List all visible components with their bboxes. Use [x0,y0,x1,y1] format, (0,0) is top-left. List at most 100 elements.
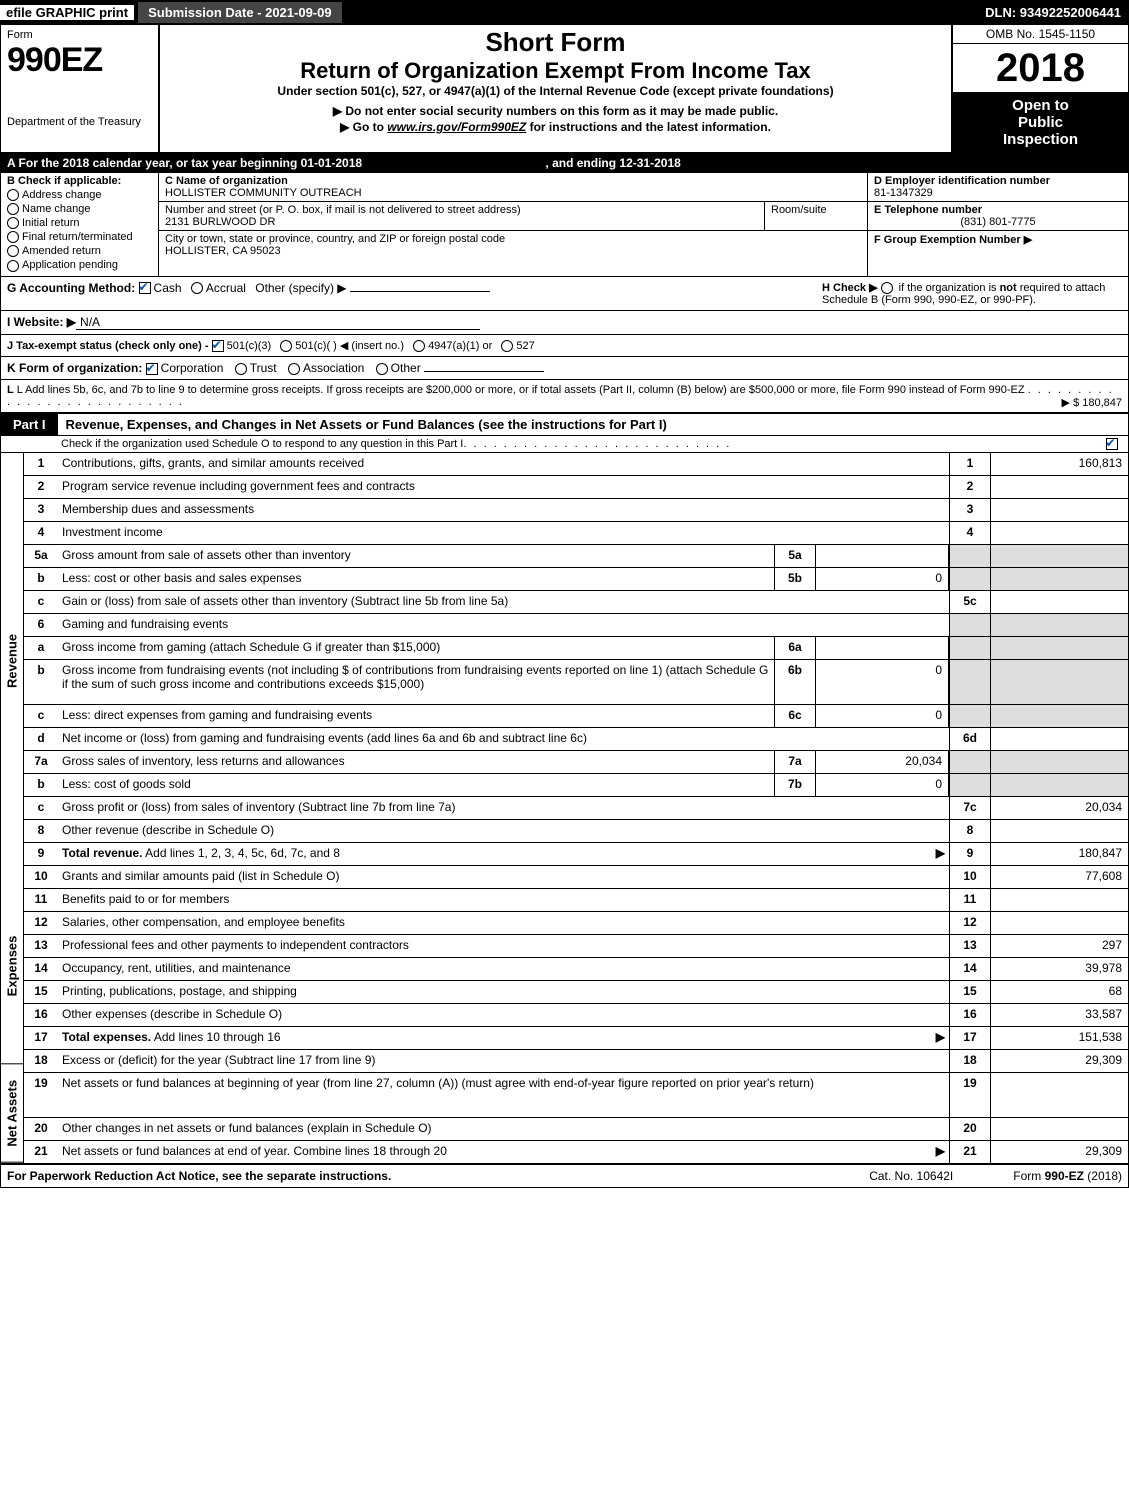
line-desc: Total revenue. Add lines 1, 2, 3, 4, 5c,… [58,843,949,865]
sub-line-value: 0 [816,568,949,590]
right-line-number [949,660,990,704]
chk-h-schedule-b[interactable] [881,282,893,294]
table-row: 14Occupancy, rent, utilities, and mainte… [24,958,1128,981]
right-line-value [990,728,1128,750]
table-row: 19Net assets or fund balances at beginni… [24,1073,1128,1118]
addr-value: 2131 BURLWOOD DR [165,216,758,228]
row-a-begin: A For the 2018 calendar year, or tax yea… [7,156,362,170]
side-netassets: Net Assets [1,1064,23,1163]
part1-table: Revenue Expenses Net Assets 1Contributio… [1,453,1128,1163]
line-number: 21 [24,1141,58,1163]
part1-badge: Part I [1,414,58,435]
right-line-value: 180,847 [990,843,1128,865]
chk-initial-return[interactable]: Initial return [7,217,152,229]
row-j-tax-exempt: J Tax-exempt status (check only one) - 5… [1,335,1128,357]
chk-amended-return[interactable]: Amended return [7,245,152,257]
line-number: 4 [24,522,58,544]
dept-treasury: Department of the Treasury [7,116,152,128]
right-line-value [990,1073,1128,1117]
chk-trust[interactable] [235,363,247,375]
table-row: 13Professional fees and other payments t… [24,935,1128,958]
table-row: 2Program service revenue including gover… [24,476,1128,499]
j-label: J Tax-exempt status (check only one) - [7,340,209,352]
chk-other-org[interactable] [376,363,388,375]
chk-name-change[interactable]: Name change [7,203,152,215]
line-number: 2 [24,476,58,498]
table-row: 15Printing, publications, postage, and s… [24,981,1128,1004]
chk-corporation[interactable] [146,363,158,375]
right-line-number: 9 [949,843,990,865]
chk-501c3[interactable] [212,340,224,352]
right-line-number: 5c [949,591,990,613]
chk-527[interactable] [501,340,513,352]
chk-final-return[interactable]: Final return/terminated [7,231,152,243]
accounting-method: G Accounting Method: Cash Accrual Other … [7,281,490,306]
chk-accrual[interactable] [191,282,203,294]
city-value: HOLLISTER, CA 95023 [165,245,861,257]
header-right: OMB No. 1545-1150 2018 Open toPublicInsp… [951,25,1128,152]
goto-link[interactable]: ▶ Go to www.irs.gov/Form990EZ for instru… [166,120,945,134]
right-line-value [990,476,1128,498]
table-row: 7aGross sales of inventory, less returns… [24,751,1128,774]
right-line-value [990,889,1128,911]
chk-address-change[interactable]: Address change [7,189,152,201]
under-section: Under section 501(c), 527, or 4947(a)(1)… [166,84,945,98]
other-org-input[interactable] [424,371,544,372]
right-line-number: 20 [949,1118,990,1140]
right-line-value: 33,587 [990,1004,1128,1026]
header-mid: Short Form Return of Organization Exempt… [160,25,951,152]
line-desc: Net income or (loss) from gaming and fun… [58,728,949,750]
table-row: 21Net assets or fund balances at end of … [24,1141,1128,1163]
line-number: 12 [24,912,58,934]
chk-cash[interactable] [139,282,151,294]
right-line-number: 18 [949,1050,990,1072]
addr-block: Number and street (or P. O. box, if mail… [159,202,764,230]
table-row: 9Total revenue. Add lines 1, 2, 3, 4, 5c… [24,843,1128,866]
row-l-gross-receipts: L L Add lines 5b, 6c, and 7b to line 9 t… [1,380,1128,414]
website-label: I Website: ▶ [7,315,76,330]
line-desc: Contributions, gifts, grants, and simila… [58,453,949,475]
sub-line-value: 0 [816,660,949,704]
other-specify: Other (specify) ▶ [255,281,346,295]
line-desc: Gross amount from sale of assets other t… [58,545,774,567]
sub-line-number: 7a [774,751,816,773]
right-line-value [990,1118,1128,1140]
right-line-number [949,751,990,773]
line-desc: Gain or (loss) from sale of assets other… [58,591,949,613]
table-row: 11Benefits paid to or for members11 [24,889,1128,912]
sub-line-number: 6a [774,637,816,659]
right-line-number: 2 [949,476,990,498]
part1-check[interactable] [1104,438,1122,450]
line-desc: Membership dues and assessments [58,499,949,521]
header-row: Form 990EZ Department of the Treasury Sh… [1,25,1128,154]
room-suite: Room/suite [764,202,867,230]
line-number: 13 [24,935,58,957]
chk-application-pending[interactable]: Application pending [7,259,152,271]
line-desc: Total expenses. Add lines 10 through 16 … [58,1027,949,1049]
right-line-value [990,591,1128,613]
ein-block: D Employer identification number 81-1347… [868,173,1128,202]
chk-501c[interactable] [280,340,292,352]
footer-cat: Cat. No. 10642I [869,1169,953,1183]
table-row: cGross profit or (loss) from sales of in… [24,797,1128,820]
phone-block: E Telephone number (831) 801-7775 [868,202,1128,231]
right-line-value: 160,813 [990,453,1128,475]
chk-4947[interactable] [413,340,425,352]
right-line-value [990,820,1128,842]
sub-line-value [816,637,949,659]
other-specify-input[interactable] [350,291,490,292]
right-line-number [949,545,990,567]
right-line-number [949,705,990,727]
right-line-value [990,614,1128,636]
table-row: 17Total expenses. Add lines 10 through 1… [24,1027,1128,1050]
line-desc: Grants and similar amounts paid (list in… [58,866,949,888]
right-line-number: 8 [949,820,990,842]
right-line-value [990,568,1128,590]
bcd-grid: B Check if applicable: Address change Na… [1,173,1128,277]
table-row: 16Other expenses (describe in Schedule O… [24,1004,1128,1027]
line-desc: Less: direct expenses from gaming and fu… [58,705,774,727]
right-line-value: 151,538 [990,1027,1128,1049]
sub-line-value: 20,034 [816,751,949,773]
chk-association[interactable] [288,363,300,375]
sub-line-number: 5a [774,545,816,567]
